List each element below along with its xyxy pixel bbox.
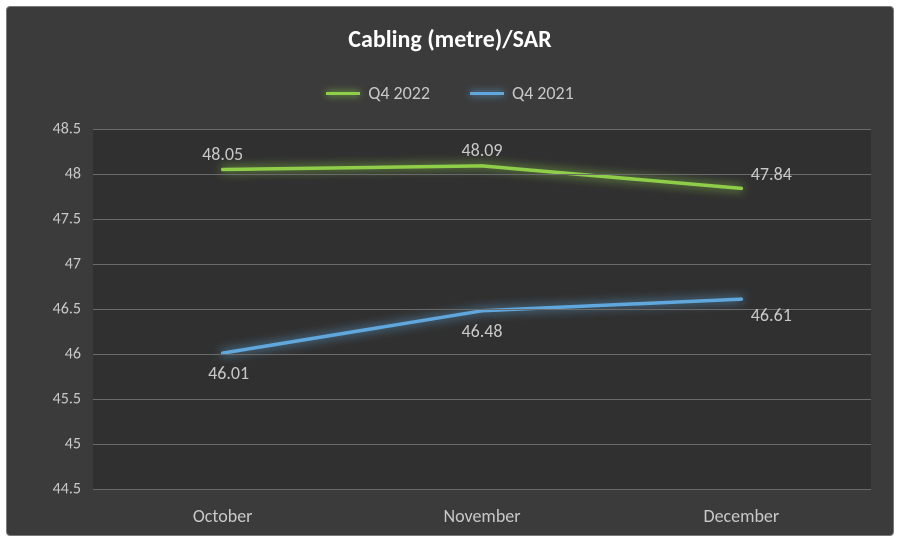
y-tick-label: 45.5 [7,390,81,409]
gridline [93,354,871,355]
data-label: 46.01 [208,362,249,384]
y-tick-label: 44.5 [7,480,81,499]
chart-card: Cabling (metre)/SAR Q4 2022 Q4 2021 48.05… [6,6,894,536]
plot-area: 48.05 48.09 47.84 46.01 46.48 46.61 [93,129,871,489]
data-label: 48.05 [202,143,243,165]
gridline [93,129,871,130]
data-label: 48.09 [461,139,502,161]
x-tick-label: December [703,505,779,527]
chart-title: Cabling (metre)/SAR [7,25,893,54]
gridline [93,219,871,220]
legend-swatch [470,92,504,95]
y-tick-label: 48.5 [7,120,81,139]
x-tick-label: October [193,505,253,527]
legend-label: Q4 2022 [368,82,430,104]
data-label: 47.84 [751,163,792,185]
gridline [93,264,871,265]
legend-item: Q4 2022 [326,82,430,104]
legend-label: Q4 2021 [512,82,574,104]
y-tick-label: 46.5 [7,300,81,319]
y-tick-label: 47.5 [7,210,81,229]
y-tick-label: 47 [7,255,81,274]
y-tick-label: 45 [7,435,81,454]
data-label: 46.48 [461,320,502,342]
legend-swatch [326,92,360,95]
data-label: 46.61 [751,304,792,326]
series-line [223,166,742,189]
x-tick-label: November [443,505,520,527]
legend-item: Q4 2021 [470,82,574,104]
legend: Q4 2022 Q4 2021 [7,82,893,104]
y-tick-label: 48 [7,165,81,184]
gridline [93,444,871,445]
y-tick-label: 46 [7,345,81,364]
gridline [93,489,871,490]
gridline [93,399,871,400]
